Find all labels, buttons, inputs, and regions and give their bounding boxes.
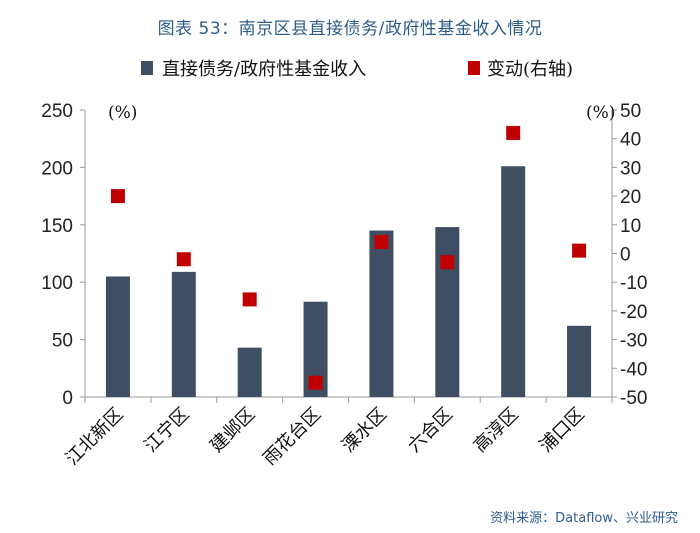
category-label: 江宁区 — [140, 404, 193, 457]
category-labels: 江北新区 江宁区 建邺区 雨花台区 溧水区 六合区 高淳区 浦口区 — [62, 404, 589, 470]
bar — [105, 276, 130, 397]
bar — [567, 325, 592, 397]
change-marker — [110, 189, 125, 204]
category-label: 雨花台区 — [259, 404, 325, 470]
right-tick-label: 0 — [620, 245, 631, 266]
right-tick-label: -30 — [620, 331, 647, 352]
bar — [501, 166, 526, 397]
left-tick-label: 0 — [62, 388, 73, 409]
left-tick-label: 150 — [41, 216, 73, 237]
left-tick-label: 200 — [41, 158, 73, 179]
change-marker — [506, 125, 521, 140]
category-label: 浦口区 — [536, 404, 589, 457]
left-axis-unit: (%) — [108, 103, 137, 123]
right-tick-label: 50 — [620, 101, 641, 122]
legend-marker-label: 变动(右轴) — [487, 59, 573, 80]
right-tick-label: -20 — [620, 302, 647, 323]
bar — [171, 271, 196, 397]
change-marker — [572, 243, 587, 258]
category-label: 建邺区 — [206, 404, 259, 457]
category-label: 溧水区 — [338, 404, 391, 457]
axis-units: (%) (%) — [108, 103, 615, 123]
change-marker — [242, 292, 257, 307]
source-note: 资料来源：Dataflow、兴业研究 — [490, 511, 678, 526]
right-axis-ticks: -50 -40 -30 -20 -10 0 10 20 30 40 50 — [612, 101, 647, 409]
axes — [84, 110, 613, 403]
legend-bar-swatch — [141, 61, 153, 75]
right-tick-label: 20 — [620, 187, 641, 208]
legend-bar-label: 直接债务/政府性基金收入 — [162, 59, 366, 80]
category-label: 江北新区 — [62, 404, 128, 470]
right-tick-label: 40 — [620, 130, 641, 151]
right-tick-label: -50 — [620, 388, 647, 409]
change-marker — [308, 375, 323, 390]
right-tick-label: 30 — [620, 158, 641, 179]
change-marker — [374, 235, 389, 250]
right-tick-label: 10 — [620, 216, 641, 237]
right-tick-label: -10 — [620, 273, 647, 294]
change-marker — [176, 252, 191, 267]
legend-marker-swatch — [468, 61, 480, 75]
change-marker — [440, 255, 455, 270]
left-tick-label: 100 — [41, 273, 73, 294]
left-tick-label: 50 — [52, 331, 73, 352]
right-tick-label: -40 — [620, 359, 647, 380]
bar — [435, 227, 460, 397]
marker-series — [110, 125, 587, 390]
chart-title: 图表 53：南京区县直接债务/政府性基金收入情况 — [157, 19, 543, 39]
bar-series — [105, 166, 592, 397]
legend: 直接债务/政府性基金收入 变动(右轴) — [141, 59, 573, 80]
bar — [237, 347, 262, 397]
category-label: 六合区 — [404, 404, 457, 457]
bar — [369, 230, 394, 397]
category-label: 高淳区 — [470, 404, 523, 457]
left-tick-label: 250 — [41, 101, 73, 122]
right-axis-unit: (%) — [586, 103, 615, 123]
left-axis-ticks: 0 50 100 150 200 250 — [41, 101, 85, 409]
